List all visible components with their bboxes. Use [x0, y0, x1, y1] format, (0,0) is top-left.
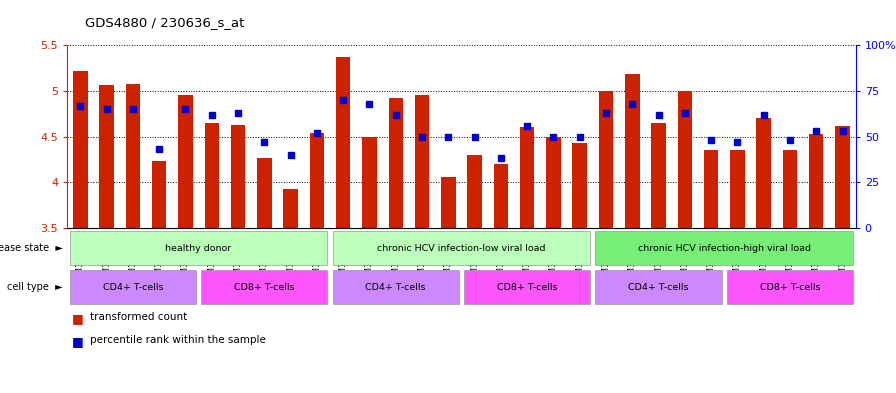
Text: CD4+ T-cells: CD4+ T-cells	[103, 283, 163, 292]
Bar	[783, 150, 797, 228]
Bar	[70, 270, 196, 304]
Bar	[756, 118, 771, 228]
Text: disease state  ►: disease state ►	[0, 243, 63, 253]
Bar	[596, 270, 721, 304]
Bar	[809, 134, 823, 228]
Bar	[204, 123, 219, 228]
Bar	[651, 123, 666, 228]
Bar	[125, 84, 140, 228]
Text: GDS4880 / 230636_s_at: GDS4880 / 230636_s_at	[85, 16, 245, 29]
Bar	[596, 231, 853, 265]
Bar	[727, 270, 853, 304]
Text: cell type  ►: cell type ►	[7, 282, 63, 292]
Text: chronic HCV infection-low viral load: chronic HCV infection-low viral load	[377, 244, 546, 253]
Bar	[677, 91, 692, 228]
Bar	[70, 231, 327, 265]
Bar	[835, 126, 849, 228]
Text: chronic HCV infection-high viral load: chronic HCV infection-high viral load	[638, 244, 811, 253]
Bar	[494, 164, 508, 228]
Text: CD4+ T-cells: CD4+ T-cells	[366, 283, 426, 292]
Bar	[415, 95, 429, 228]
Text: ■: ■	[72, 335, 83, 348]
Text: percentile rank within the sample: percentile rank within the sample	[90, 335, 265, 345]
Bar	[73, 71, 88, 228]
Bar	[389, 98, 403, 228]
Text: transformed count: transformed count	[90, 312, 187, 321]
Bar	[441, 177, 455, 228]
Bar	[152, 161, 167, 228]
Text: CD8+ T-cells: CD8+ T-cells	[497, 283, 557, 292]
Bar	[520, 127, 534, 228]
Bar	[336, 57, 350, 228]
Bar	[547, 136, 561, 228]
Bar	[178, 95, 193, 228]
Text: CD4+ T-cells: CD4+ T-cells	[628, 283, 689, 292]
Text: ■: ■	[72, 312, 83, 325]
Bar	[362, 136, 376, 228]
Bar	[310, 133, 324, 228]
Bar	[573, 143, 587, 228]
Bar	[599, 91, 613, 228]
Text: healthy donor: healthy donor	[166, 244, 232, 253]
Bar	[625, 74, 640, 228]
Bar	[468, 155, 482, 228]
Bar	[257, 158, 271, 228]
Bar	[231, 125, 246, 228]
Text: CD8+ T-cells: CD8+ T-cells	[234, 283, 295, 292]
Bar	[464, 270, 590, 304]
Bar	[99, 85, 114, 228]
Bar	[704, 150, 719, 228]
Bar	[283, 189, 297, 228]
Bar	[730, 150, 745, 228]
Bar	[202, 270, 327, 304]
Bar	[332, 270, 459, 304]
Text: CD8+ T-cells: CD8+ T-cells	[760, 283, 820, 292]
Bar	[332, 231, 590, 265]
